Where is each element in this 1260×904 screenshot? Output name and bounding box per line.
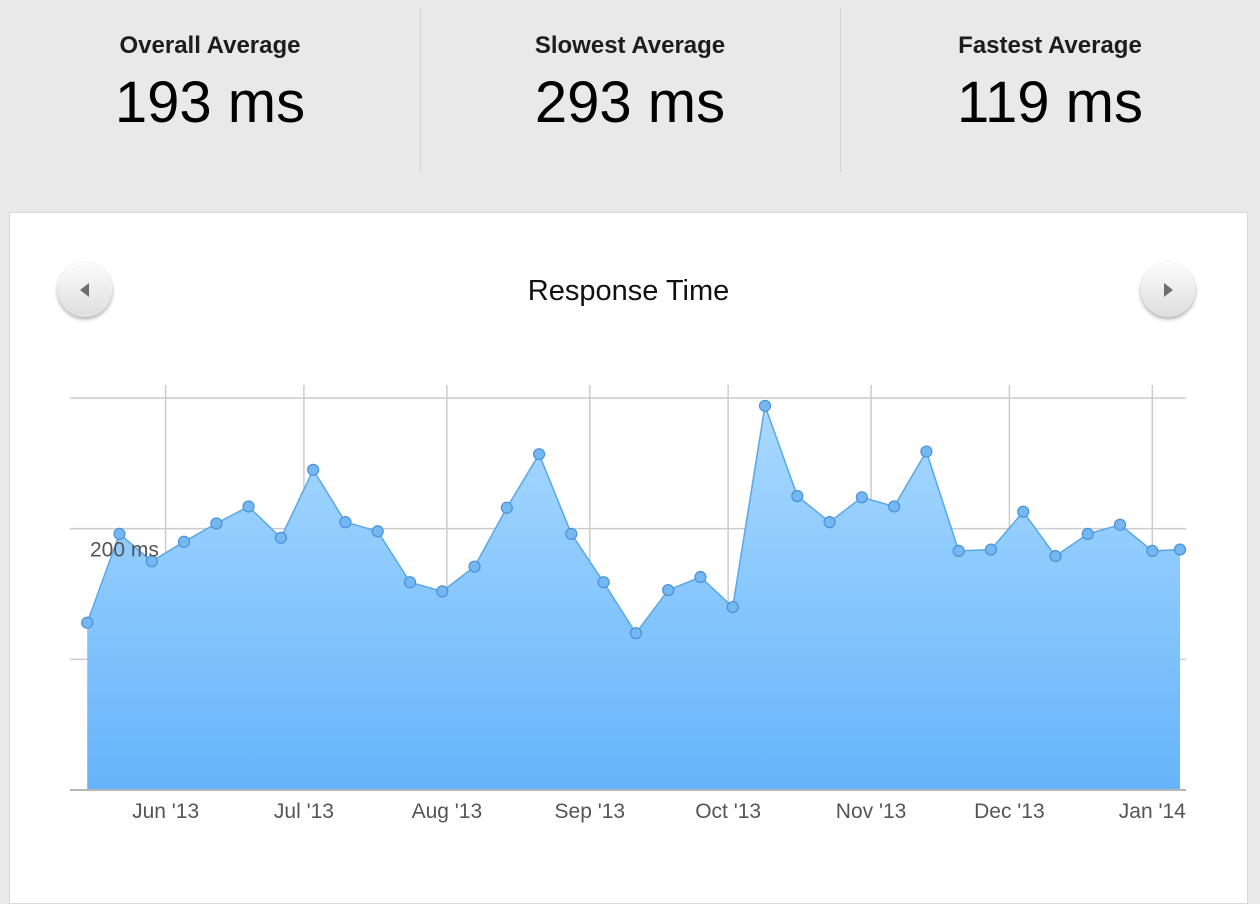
x-tick-label: Sep '13: [555, 800, 626, 823]
data-point: [371, 525, 384, 538]
data-point: [791, 489, 804, 503]
data-point: [984, 543, 998, 556]
x-tick-label: Dec '13: [974, 800, 1045, 823]
data-point: [1049, 550, 1062, 563]
response-time-chart: Jun '13 Jul '13 Aug '13 Sep '13 Oct '13 Nov '…: [70, 385, 1187, 823]
data-point: [1146, 544, 1159, 557]
data-point: [952, 544, 965, 557]
data-point: [113, 527, 126, 540]
data-point: [436, 585, 449, 598]
data-point: [565, 527, 578, 540]
data-point: [758, 399, 772, 412]
stat-label: Slowest Average: [534, 32, 726, 59]
data-point: [468, 560, 481, 573]
data-point: [81, 616, 94, 629]
data-point: [403, 576, 417, 589]
data-point: [145, 555, 158, 568]
x-tick-label: Aug '13: [412, 800, 483, 823]
data-point: [694, 570, 707, 584]
previous-button[interactable]: [58, 263, 112, 317]
series-area: [87, 405, 1181, 790]
data-point: [177, 535, 191, 548]
data-point: [629, 627, 643, 640]
data-point: [1081, 527, 1094, 540]
triangle-left-icon: [80, 283, 89, 297]
data-point: [726, 600, 739, 614]
stat-slowest-average: Slowest Average 293 ms: [420, 0, 840, 190]
data-point: [662, 583, 675, 597]
data-point: [1173, 543, 1187, 556]
stat-value: 119 ms: [957, 70, 1143, 135]
y-tick-label: 200 ms: [90, 539, 159, 562]
data-point: [242, 500, 255, 513]
stat-label: Fastest Average: [958, 32, 1142, 59]
chart-panel: Jun '13 Jul '13 Aug '13 Sep '13 Oct '13 Nov '…: [9, 212, 1248, 904]
data-point: [823, 516, 836, 529]
data-point: [274, 531, 287, 544]
stat-value: 293 ms: [534, 70, 726, 135]
stat-label: Overall Average: [119, 32, 301, 59]
data-point: [210, 517, 223, 530]
data-point: [500, 501, 513, 514]
chart-title: Response Time: [527, 275, 730, 307]
stat-overall-average: Overall Average 193 ms: [0, 0, 420, 190]
data-point: [888, 500, 901, 513]
next-button[interactable]: [1141, 263, 1195, 317]
stats-bar: Overall Average 193 ms Slowest Average 2…: [0, 0, 1260, 190]
x-tick-label: Oct '13: [695, 800, 761, 823]
data-point: [532, 448, 546, 461]
data-point: [307, 463, 320, 476]
stat-fastest-average: Fastest Average 119 ms: [840, 0, 1260, 190]
x-tick-label: Jul '13: [274, 800, 334, 823]
x-tick-label: Jan '14: [1119, 800, 1186, 823]
stat-value: 193 ms: [114, 70, 306, 135]
data-point: [920, 445, 933, 458]
data-point: [339, 516, 352, 529]
x-tick-label: Nov '13: [836, 800, 907, 823]
data-point: [597, 576, 610, 589]
data-point: [1113, 518, 1127, 531]
x-tick-label: Jun '13: [132, 800, 199, 823]
data-point: [1017, 505, 1030, 518]
data-point: [855, 491, 868, 504]
triangle-right-icon: [1164, 283, 1173, 297]
